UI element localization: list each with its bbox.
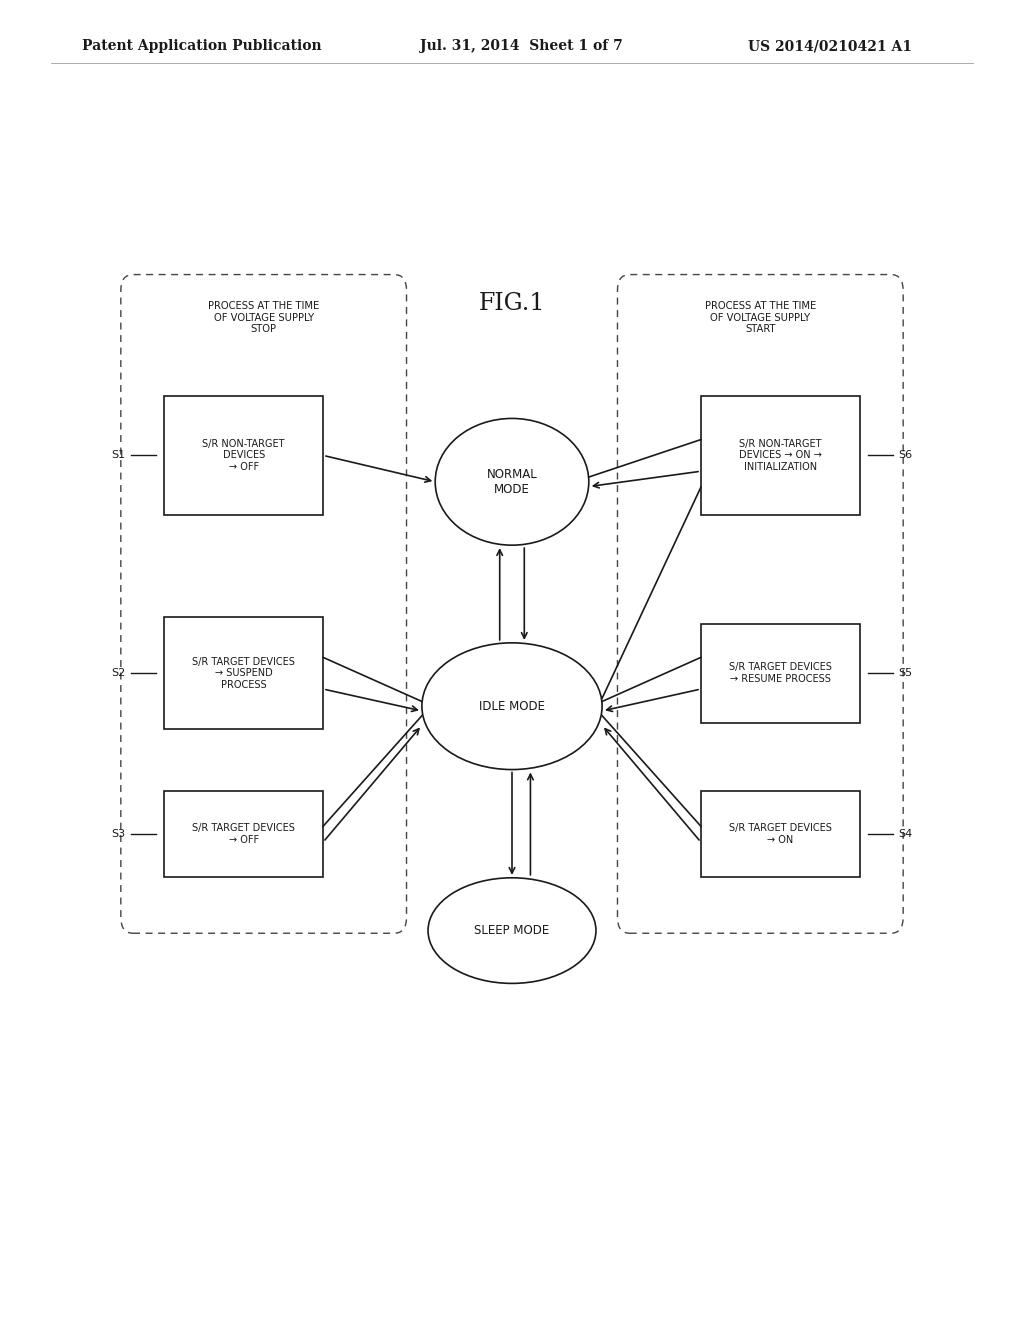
Text: S/R TARGET DEVICES
→ RESUME PROCESS: S/R TARGET DEVICES → RESUME PROCESS: [729, 663, 831, 684]
Text: FIG.1: FIG.1: [479, 292, 545, 315]
Text: S/R NON-TARGET
DEVICES
→ OFF: S/R NON-TARGET DEVICES → OFF: [203, 438, 285, 473]
FancyBboxPatch shape: [700, 624, 860, 722]
Text: S2: S2: [112, 668, 125, 678]
FancyBboxPatch shape: [164, 396, 324, 515]
Ellipse shape: [428, 878, 596, 983]
Text: Jul. 31, 2014  Sheet 1 of 7: Jul. 31, 2014 Sheet 1 of 7: [420, 40, 623, 53]
Text: S4: S4: [899, 829, 912, 840]
Text: IDLE MODE: IDLE MODE: [479, 700, 545, 713]
FancyBboxPatch shape: [164, 791, 324, 876]
FancyBboxPatch shape: [700, 396, 860, 515]
Text: PROCESS AT THE TIME
OF VOLTAGE SUPPLY
STOP: PROCESS AT THE TIME OF VOLTAGE SUPPLY ST…: [208, 301, 319, 334]
Text: S5: S5: [899, 668, 912, 678]
Ellipse shape: [435, 418, 589, 545]
Text: Patent Application Publication: Patent Application Publication: [82, 40, 322, 53]
Text: SLEEP MODE: SLEEP MODE: [474, 924, 550, 937]
Text: S3: S3: [112, 829, 125, 840]
Text: S/R TARGET DEVICES
→ SUSPEND
PROCESS: S/R TARGET DEVICES → SUSPEND PROCESS: [193, 656, 295, 690]
Text: S/R NON-TARGET
DEVICES → ON →
INITIALIZATION: S/R NON-TARGET DEVICES → ON → INITIALIZA…: [739, 438, 821, 473]
FancyBboxPatch shape: [700, 791, 860, 876]
Text: PROCESS AT THE TIME
OF VOLTAGE SUPPLY
START: PROCESS AT THE TIME OF VOLTAGE SUPPLY ST…: [705, 301, 816, 334]
Ellipse shape: [422, 643, 602, 770]
Text: S/R TARGET DEVICES
→ ON: S/R TARGET DEVICES → ON: [729, 824, 831, 845]
Text: S6: S6: [899, 450, 912, 461]
Text: NORMAL
MODE: NORMAL MODE: [486, 467, 538, 496]
Text: US 2014/0210421 A1: US 2014/0210421 A1: [748, 40, 911, 53]
Text: S1: S1: [112, 450, 125, 461]
FancyBboxPatch shape: [164, 618, 324, 729]
Text: S/R TARGET DEVICES
→ OFF: S/R TARGET DEVICES → OFF: [193, 824, 295, 845]
